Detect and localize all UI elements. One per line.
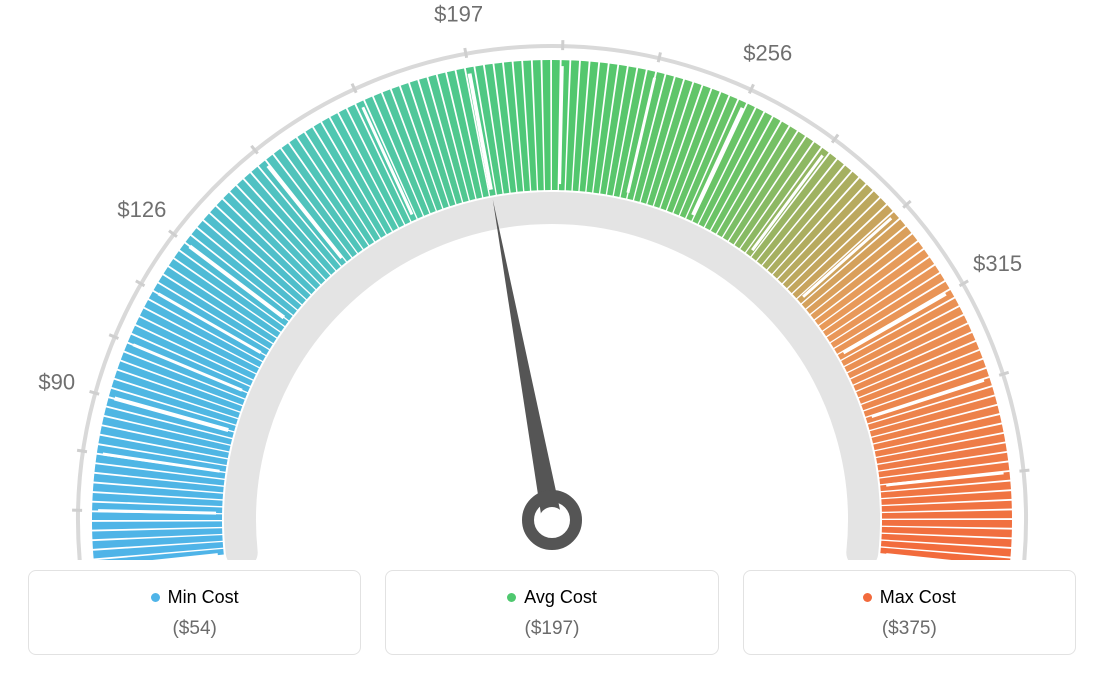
gauge-chart: $54$90$126$197$256$315$375	[0, 0, 1104, 560]
legend-label-avg: Avg Cost	[507, 587, 597, 608]
legend-max-text: Max Cost	[880, 587, 956, 608]
svg-text:$90: $90	[38, 369, 75, 394]
legend-card-min: Min Cost ($54)	[28, 570, 361, 655]
legend-label-min: Min Cost	[151, 587, 239, 608]
legend-min-value: ($54)	[39, 618, 350, 640]
svg-text:$126: $126	[117, 197, 166, 222]
dot-max-icon	[863, 593, 872, 602]
gauge-svg: $54$90$126$197$256$315$375	[0, 0, 1104, 560]
legend-min-text: Min Cost	[168, 587, 239, 608]
legend-avg-text: Avg Cost	[524, 587, 597, 608]
legend-card-max: Max Cost ($375)	[743, 570, 1076, 655]
legend-label-max: Max Cost	[863, 587, 956, 608]
legend-card-avg: Avg Cost ($197)	[385, 570, 718, 655]
dot-avg-icon	[507, 593, 516, 602]
svg-text:$256: $256	[743, 40, 792, 65]
dot-min-icon	[151, 593, 160, 602]
svg-text:$315: $315	[973, 251, 1022, 276]
legend-avg-value: ($197)	[396, 618, 707, 640]
svg-text:$197: $197	[434, 2, 483, 27]
legend-row: Min Cost ($54) Avg Cost ($197) Max Cost …	[0, 570, 1104, 655]
legend-max-value: ($375)	[754, 618, 1065, 640]
